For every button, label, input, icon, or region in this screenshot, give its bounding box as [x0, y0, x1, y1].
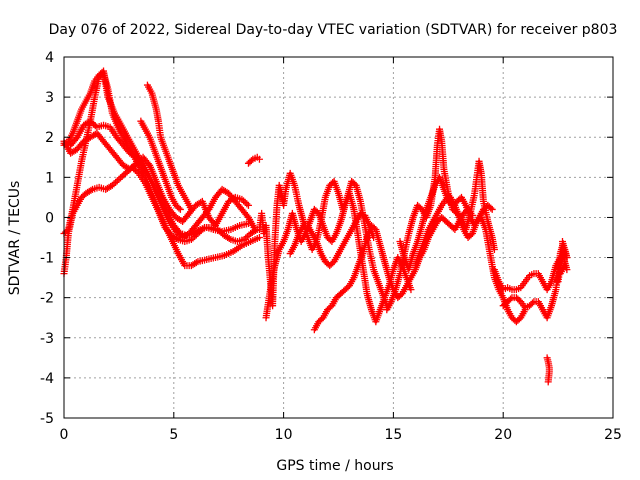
data-layer [60, 67, 571, 386]
x-tick-label: 15 [384, 427, 402, 443]
data-point [131, 161, 139, 169]
x-tick-label: 20 [494, 427, 512, 443]
data-point [132, 159, 140, 167]
y-tick-label: -1 [40, 251, 54, 267]
data-point [134, 158, 142, 166]
data-point [487, 204, 495, 212]
series-s4 [60, 117, 259, 241]
y-tick-label: 3 [45, 90, 54, 106]
y-tick-labels: 4 3 2 1 0 -1 -2 -3 -4 -5 [40, 50, 54, 427]
data-point [115, 175, 123, 183]
series-s17 [499, 242, 571, 322]
data-point [108, 181, 116, 189]
data-point [87, 186, 95, 194]
data-point [129, 162, 137, 170]
y-tick-label: 1 [45, 170, 54, 186]
y-tick-label: 2 [45, 130, 54, 146]
data-point [225, 235, 233, 243]
series-s8 [244, 153, 263, 167]
data-point [247, 157, 255, 165]
series-s18 [554, 238, 571, 286]
data-point [507, 295, 515, 303]
data-point [63, 227, 71, 235]
data-point [128, 164, 136, 172]
y-tick-label: -5 [40, 411, 54, 427]
x-tick-label: 10 [275, 427, 293, 443]
data-point [241, 198, 249, 206]
tick-marks [63, 56, 614, 419]
x-tick-label: 25 [604, 427, 622, 443]
y-tick-label: -4 [40, 371, 54, 387]
data-point [544, 378, 552, 386]
data-point [110, 180, 118, 188]
data-point [488, 205, 496, 213]
data-point [407, 286, 415, 294]
data-point [175, 204, 183, 212]
data-point [121, 169, 129, 177]
series-s19 [543, 354, 553, 386]
series-s5 [60, 129, 252, 229]
y-tick-label: 4 [45, 50, 54, 66]
data-point [243, 212, 251, 220]
data-point [72, 135, 80, 143]
data-point [176, 205, 184, 213]
data-point [238, 195, 246, 203]
data-point [88, 119, 96, 127]
data-point [172, 227, 180, 235]
x-tick-labels: 0 5 10 15 20 25 [60, 427, 622, 443]
grid-lines [64, 57, 613, 418]
data-point [255, 234, 263, 241]
plot-frame [63, 56, 614, 419]
series-s6 [137, 117, 184, 213]
data-point [86, 117, 94, 125]
x-tick-label: 5 [169, 427, 178, 443]
data-point [244, 201, 252, 209]
data-point [91, 122, 99, 130]
data-point [117, 174, 125, 182]
data-point [173, 235, 181, 243]
data-point [240, 197, 248, 205]
data-point [528, 299, 536, 307]
data-point [255, 155, 263, 163]
data-point [174, 229, 182, 237]
data-point [118, 172, 126, 180]
data-point [144, 160, 152, 168]
y-axis-label: SDTVAR / TECUs [7, 181, 23, 296]
y-tick-label: 0 [45, 210, 54, 226]
series-s7 [143, 81, 195, 213]
data-point [187, 205, 195, 213]
series-s9 [255, 169, 391, 310]
data-point [370, 234, 378, 241]
data-point [556, 270, 564, 278]
data-point [90, 120, 98, 128]
chart-title: Day 076 of 2022, Sidereal Day-to-day VTE… [49, 22, 618, 38]
data-point [243, 232, 251, 240]
x-tick-label: 0 [60, 427, 69, 443]
data-point [112, 178, 120, 186]
x-axis-label: GPS time / hours [276, 458, 393, 474]
y-tick-label: -2 [40, 291, 54, 307]
series-s14 [396, 173, 496, 274]
data-point [136, 156, 144, 164]
data-point [120, 171, 128, 179]
series-s12 [286, 209, 378, 270]
data-point [192, 259, 200, 267]
data-point [113, 177, 121, 185]
data-point [126, 165, 134, 173]
y-tick-label: -3 [40, 331, 54, 347]
data-point [175, 230, 183, 238]
data-point [195, 226, 203, 234]
data-point [243, 200, 251, 208]
series-s1 [60, 163, 261, 278]
